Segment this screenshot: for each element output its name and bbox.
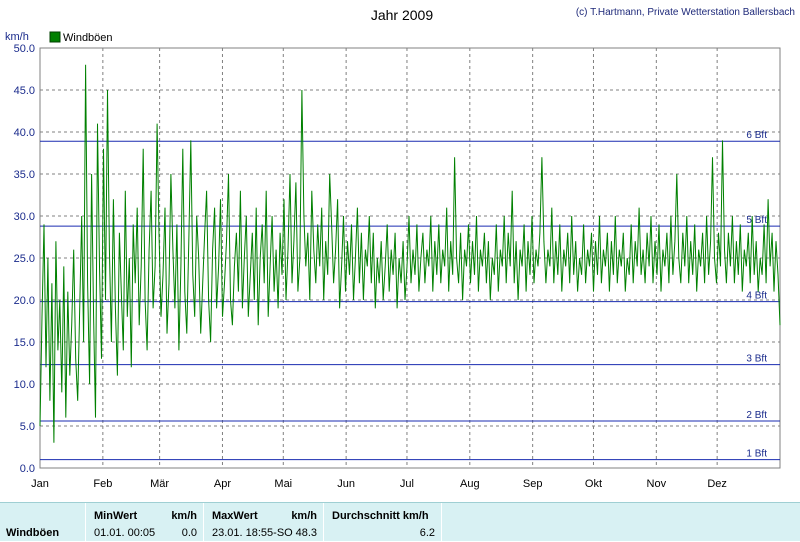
series-line-windboeen [39, 64, 781, 443]
y-tick-label: 5.0 [20, 421, 35, 433]
chart-credit: (c) T.Hartmann, Private Wetterstation Ba… [576, 7, 795, 18]
x-tick-label: Nov [647, 478, 667, 490]
x-tick-label: Jul [400, 478, 414, 490]
avg-label: Durchschnitt km/h [332, 510, 429, 522]
x-tick-label: Mär [150, 478, 169, 490]
stats-avg-cell: Durchschnitt km/h 6.2 [324, 503, 442, 542]
legend-label: Windböen [63, 32, 113, 44]
x-tick-label: Sep [523, 478, 543, 490]
min-unit: km/h [171, 510, 197, 522]
y-tick-label: 25.0 [14, 253, 35, 265]
x-tick-label: Jun [337, 478, 355, 490]
y-tick-label: 0.0 [20, 463, 35, 475]
y-tick-label: 30.0 [14, 211, 35, 223]
min-time: 01.01. 00:05 [94, 527, 156, 539]
y-tick-label: 45.0 [14, 85, 35, 97]
y-axis-unit: km/h [5, 31, 29, 43]
chart-title: Jahr 2009 [371, 7, 433, 23]
max-label: MaxWert [212, 510, 258, 522]
y-tick-label: 50.0 [14, 43, 35, 55]
max-time: 23.01. 18:55-SO [212, 527, 293, 539]
stats-row-label: Windböen [6, 527, 60, 539]
max-value: 48.3 [295, 527, 317, 539]
beaufort-reference-lines: 1 Bft 2 Bft 3 Bft 4 Bft 5 Bft 6 Bft [40, 130, 780, 461]
max-unit: km/h [291, 510, 317, 522]
x-tick-label: Feb [93, 478, 112, 490]
beaufort-label: 1 Bft [746, 449, 767, 460]
y-tick-label: 35.0 [14, 169, 35, 181]
beaufort-label: 5 Bft [746, 215, 767, 226]
x-axis-ticks: Jan Feb Mär Apr Mai Jun Jul Aug Sep Okt Nov Dez [31, 478, 727, 490]
y-axis-ticks: 0.0 5.0 10.0 15.0 20.0 25.0 30.0 35.0 40.0 45.0 50… [14, 43, 35, 475]
beaufort-label: 4 Bft [746, 291, 767, 302]
x-tick-label: Mai [274, 478, 292, 490]
y-tick-label: 20.0 [14, 295, 35, 307]
beaufort-label: 2 Bft [746, 410, 767, 421]
statistics-bar: Windböen MinWert km/h 01.01. 00:05 0.0 M… [0, 502, 800, 542]
x-tick-label: Apr [214, 478, 231, 490]
y-tick-label: 40.0 [14, 127, 35, 139]
x-tick-label: Okt [585, 478, 602, 490]
min-label: MinWert [94, 510, 138, 522]
beaufort-label: 6 Bft [746, 130, 767, 141]
stats-row-label-cell: Windböen [0, 503, 86, 542]
avg-value: 6.2 [419, 527, 435, 539]
legend-swatch [49, 31, 61, 43]
min-value: 0.0 [181, 527, 197, 539]
x-tick-label: Dez [707, 478, 727, 490]
y-tick-label: 10.0 [14, 379, 35, 391]
beaufort-label: 3 Bft [746, 354, 767, 365]
stats-min-cell: MinWert km/h 01.01. 00:05 0.0 [86, 503, 204, 542]
x-tick-label: Aug [460, 478, 480, 490]
x-tick-label: Jan [31, 478, 49, 490]
stats-max-cell: MaxWert km/h 23.01. 18:55-SO 48.3 [204, 503, 324, 542]
wind-gust-chart: Jahr 2009 (c) T.Hartmann, Private Wetter… [5, 7, 795, 490]
y-tick-label: 15.0 [14, 337, 35, 349]
